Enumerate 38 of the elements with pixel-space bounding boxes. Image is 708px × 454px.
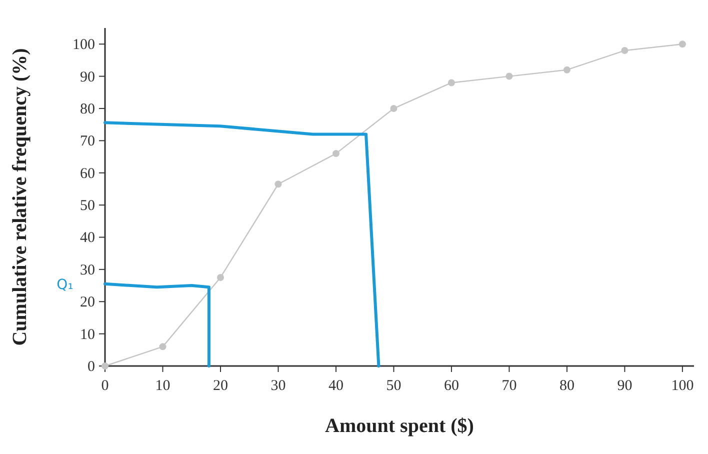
line-series (104, 121, 380, 368)
x-tick-label: 70 (502, 378, 517, 394)
x-tick-label: 20 (212, 378, 228, 394)
text: Q₁ (56, 276, 74, 293)
y-tick-label: 40 (80, 230, 95, 246)
line-series (104, 282, 210, 368)
x-tick-label: 30 (270, 378, 286, 394)
x-tick-label: 60 (444, 378, 459, 394)
point (332, 150, 340, 158)
y-tick-label: 70 (80, 134, 95, 150)
point (621, 47, 628, 54)
point (563, 66, 570, 74)
y-tick-label: 80 (80, 101, 95, 118)
x-tick-label: 10 (155, 378, 170, 394)
y-tick-label: 0 (88, 359, 95, 375)
y-tick-label: 60 (80, 166, 95, 182)
y-tick-label: 10 (80, 326, 95, 343)
point (678, 40, 686, 48)
x-tick-label: 90 (617, 378, 632, 394)
x-tick-label: 0 (101, 378, 109, 394)
point (506, 72, 513, 80)
point (448, 79, 455, 86)
point (390, 104, 398, 112)
y-tick-label: 50 (80, 198, 95, 214)
point (274, 180, 282, 188)
x-tick-label: 80 (559, 378, 574, 394)
point (216, 274, 224, 281)
y-axis-title: Cumulative relative frequency (%) (9, 48, 31, 346)
x-axis-title: Amount spent ($) (325, 415, 474, 437)
y-tick-label: 90 (80, 69, 95, 86)
point (159, 343, 166, 350)
x-tick-label: 40 (328, 378, 344, 394)
y-tick-label: 30 (80, 262, 95, 278)
x-tick-label: 100 (671, 378, 694, 394)
point (102, 362, 108, 370)
y-tick-label: 20 (80, 294, 95, 311)
x-tick-label: 50 (386, 378, 402, 394)
y-tick-label: 100 (72, 37, 95, 54)
